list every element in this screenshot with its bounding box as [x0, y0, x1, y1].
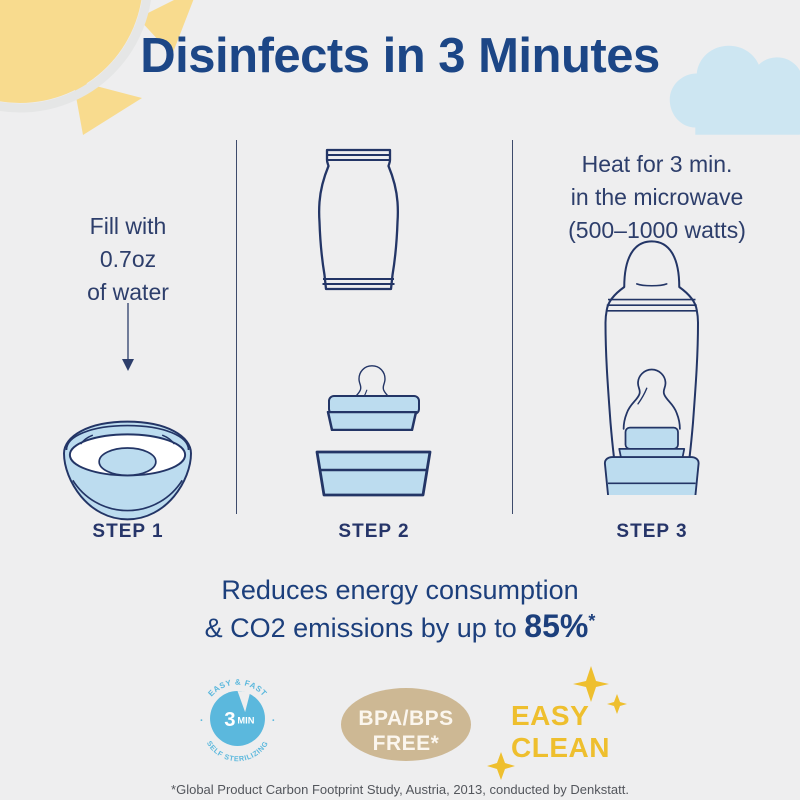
svg-text:3: 3	[224, 709, 235, 731]
svg-text:MIN: MIN	[237, 716, 254, 726]
svg-text:•: •	[200, 718, 203, 725]
svg-text:•: •	[272, 718, 275, 725]
